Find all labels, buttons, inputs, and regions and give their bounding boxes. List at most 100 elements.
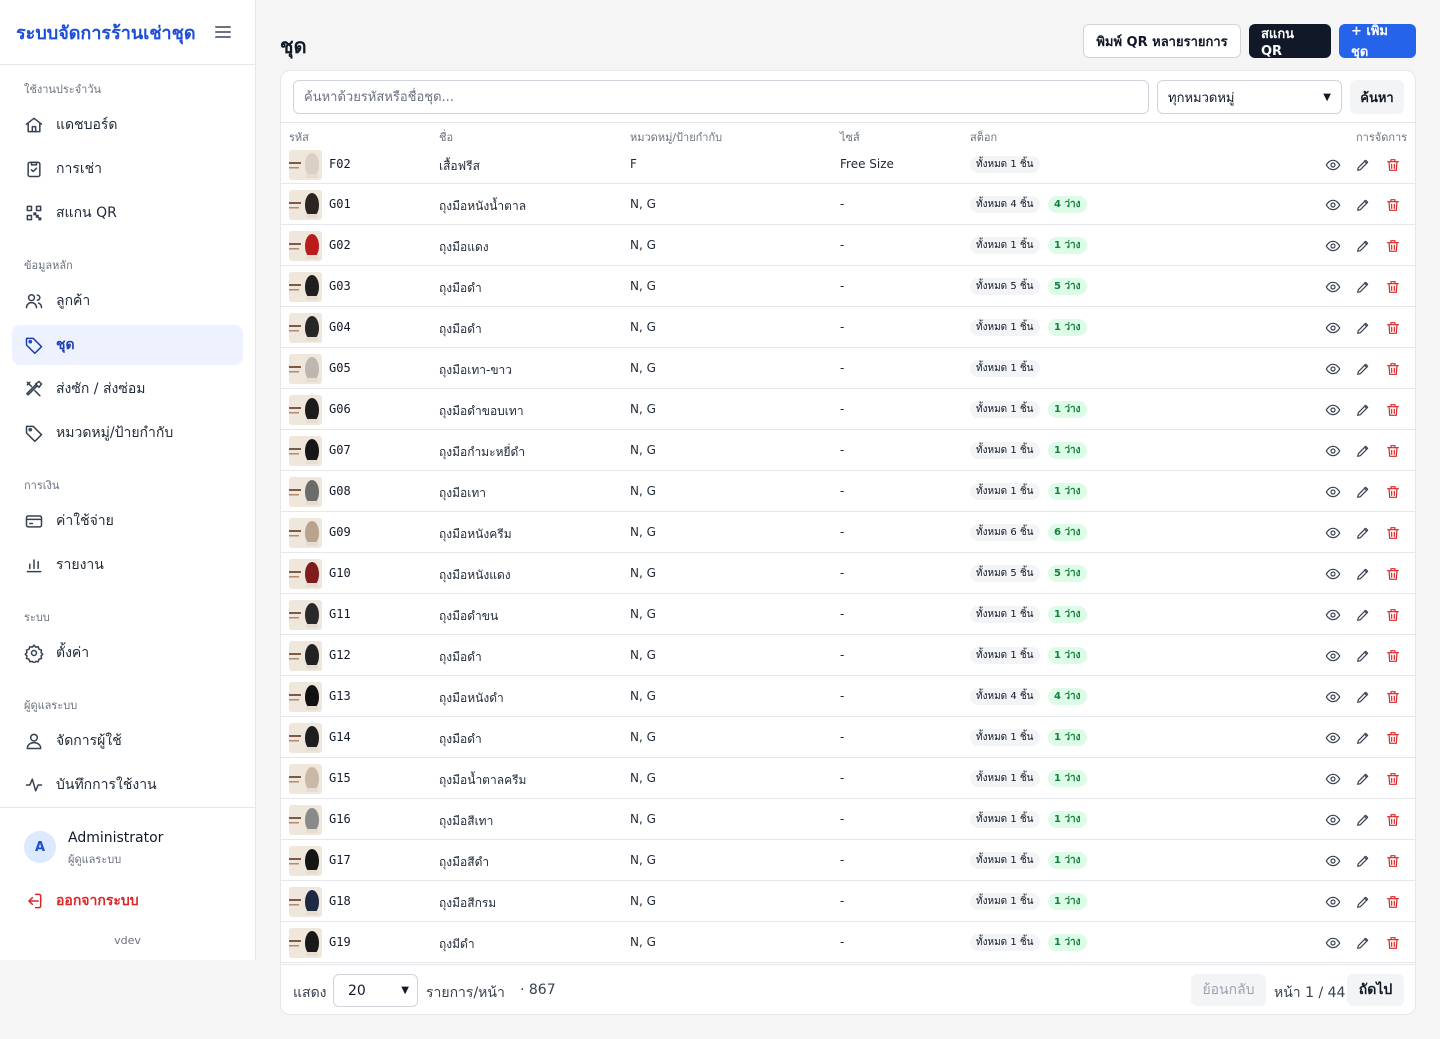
scan-qr-button[interactable]: สแกน QR (1249, 24, 1331, 59)
table-row[interactable]: G06 ถุงมือดำขอบเทา N, G - ทั้งหมด 1 ชิ้น 1 ว่… (281, 389, 1415, 430)
view-icon[interactable] (1325, 730, 1341, 746)
table-row[interactable]: G15 ถุงมือน้ำตาลครีม N, G - ทั้งหมด 1 ชิ้น 1 … (281, 758, 1415, 799)
delete-icon[interactable] (1385, 484, 1401, 500)
sidebar-item[interactable]: ชุด (12, 325, 243, 365)
add-outfit-button[interactable]: + เพิ่มชุด (1339, 24, 1416, 60)
page-size-select[interactable]: 20 ▼ (333, 974, 418, 1007)
search-button[interactable]: ค้นหา (1350, 80, 1404, 114)
delete-icon[interactable] (1385, 525, 1401, 541)
edit-icon[interactable] (1355, 689, 1371, 705)
table-row[interactable]: G13 ถุงมือหนังดำ N, G - ทั้งหมด 4 ชิ้น 4 ว่าง (281, 676, 1415, 717)
table-row[interactable]: G18 ถุงมือสีกรม N, G - ทั้งหมด 1 ชิ้น 1 ว่าง (281, 881, 1415, 922)
sidebar-item[interactable]: บันทึกการใช้งาน (12, 765, 243, 805)
view-icon[interactable] (1325, 238, 1341, 254)
delete-icon[interactable] (1385, 197, 1401, 213)
edit-icon[interactable] (1355, 443, 1371, 459)
sidebar-item[interactable]: จัดการผู้ใช้ (12, 721, 243, 761)
delete-icon[interactable] (1385, 361, 1401, 377)
edit-icon[interactable] (1355, 853, 1371, 869)
view-icon[interactable] (1325, 648, 1341, 664)
edit-icon[interactable] (1355, 525, 1371, 541)
edit-icon[interactable] (1355, 238, 1371, 254)
edit-icon[interactable] (1355, 648, 1371, 664)
edit-icon[interactable] (1355, 566, 1371, 582)
view-icon[interactable] (1325, 566, 1341, 582)
table-row[interactable]: G12 ถุงมือดำ N, G - ทั้งหมด 1 ชิ้น 1 ว่าง (281, 635, 1415, 676)
sidebar-item[interactable]: ลูกค้า (12, 281, 243, 321)
delete-icon[interactable] (1385, 157, 1401, 173)
sidebar-item[interactable]: สแกน QR (12, 193, 243, 233)
delete-icon[interactable] (1385, 402, 1401, 418)
edit-icon[interactable] (1355, 320, 1371, 336)
view-icon[interactable] (1325, 853, 1341, 869)
table-row[interactable]: G16 ถุงมือสีเทา N, G - ทั้งหมด 1 ชิ้น 1 ว่าง (281, 799, 1415, 840)
view-icon[interactable] (1325, 361, 1341, 377)
view-icon[interactable] (1325, 484, 1341, 500)
sidebar-item[interactable]: ค่าใช้จ่าย (12, 501, 243, 541)
delete-icon[interactable] (1385, 443, 1401, 459)
view-icon[interactable] (1325, 771, 1341, 787)
delete-icon[interactable] (1385, 935, 1401, 951)
table-row[interactable]: G08 ถุงมือเทา N, G - ทั้งหมด 1 ชิ้น 1 ว่าง (281, 471, 1415, 512)
view-icon[interactable] (1325, 935, 1341, 951)
delete-icon[interactable] (1385, 689, 1401, 705)
sidebar-item[interactable]: แดชบอร์ด (12, 105, 243, 145)
table-row[interactable]: G19 ถุงมีดำ N, G - ทั้งหมด 1 ชิ้น 1 ว่าง (281, 922, 1415, 963)
table-row[interactable]: G17 ถุงมือสีดำ N, G - ทั้งหมด 1 ชิ้น 1 ว่าง (281, 840, 1415, 881)
next-page-button[interactable]: ถัดไป (1347, 974, 1404, 1006)
sidebar-item[interactable]: ส่งซัก / ส่งซ่อม (12, 369, 243, 409)
view-icon[interactable] (1325, 812, 1341, 828)
table-row[interactable]: G07 ถุงมือกำมะหยี่ดำ N, G - ทั้งหมด 1 ชิ้น 1 … (281, 430, 1415, 471)
logout-button[interactable]: ออกจากระบบ (24, 890, 139, 912)
search-input[interactable] (293, 80, 1149, 114)
table-row[interactable]: G10 ถุงมือหนังแดง N, G - ทั้งหมด 5 ชิ้น 5 ว่า… (281, 553, 1415, 594)
edit-icon[interactable] (1355, 484, 1371, 500)
edit-icon[interactable] (1355, 730, 1371, 746)
edit-icon[interactable] (1355, 157, 1371, 173)
delete-icon[interactable] (1385, 648, 1401, 664)
edit-icon[interactable] (1355, 771, 1371, 787)
delete-icon[interactable] (1385, 238, 1401, 254)
delete-icon[interactable] (1385, 894, 1401, 910)
delete-icon[interactable] (1385, 566, 1401, 582)
edit-icon[interactable] (1355, 812, 1371, 828)
delete-icon[interactable] (1385, 771, 1401, 787)
previous-page-button[interactable]: ย้อนกลับ (1191, 974, 1266, 1006)
edit-icon[interactable] (1355, 894, 1371, 910)
delete-icon[interactable] (1385, 607, 1401, 623)
view-icon[interactable] (1325, 607, 1341, 623)
sidebar-item[interactable]: หมวดหมู่/ป้ายกำกับ (12, 413, 243, 453)
view-icon[interactable] (1325, 157, 1341, 173)
print-qr-button[interactable]: พิมพ์ QR หลายรายการ (1083, 24, 1241, 58)
view-icon[interactable] (1325, 525, 1341, 541)
delete-icon[interactable] (1385, 730, 1401, 746)
edit-icon[interactable] (1355, 607, 1371, 623)
sidebar-item[interactable]: ตั้งค่า (12, 633, 243, 673)
table-row[interactable]: G09 ถุงมือหนังครีม N, G - ทั้งหมด 6 ชิ้น 6 ว่… (281, 512, 1415, 553)
table-row[interactable]: G05 ถุงมือเทา-ขาว N, G - ทั้งหมด 1 ชิ้น (281, 348, 1415, 389)
table-row[interactable]: G11 ถุงมือดำขน N, G - ทั้งหมด 1 ชิ้น 1 ว่าง (281, 594, 1415, 635)
sidebar-item[interactable]: การเช่า (12, 149, 243, 189)
view-icon[interactable] (1325, 197, 1341, 213)
table-row[interactable]: F02 เสื้อฟรีส F Free Size ทั้งหมด 1 ชิ้น (281, 146, 1415, 184)
delete-icon[interactable] (1385, 812, 1401, 828)
edit-icon[interactable] (1355, 935, 1371, 951)
edit-icon[interactable] (1355, 197, 1371, 213)
edit-icon[interactable] (1355, 361, 1371, 377)
delete-icon[interactable] (1385, 279, 1401, 295)
view-icon[interactable] (1325, 279, 1341, 295)
table-row[interactable]: G02 ถุงมือแดง N, G - ทั้งหมด 1 ชิ้น 1 ว่าง (281, 225, 1415, 266)
menu-icon[interactable] (215, 26, 231, 38)
delete-icon[interactable] (1385, 853, 1401, 869)
table-row[interactable]: G03 ถุงมือดำ N, G - ทั้งหมด 5 ชิ้น 5 ว่าง (281, 266, 1415, 307)
table-row[interactable]: G14 ถุงมือดำ N, G - ทั้งหมด 1 ชิ้น 1 ว่าง (281, 717, 1415, 758)
edit-icon[interactable] (1355, 402, 1371, 418)
view-icon[interactable] (1325, 320, 1341, 336)
delete-icon[interactable] (1385, 320, 1401, 336)
category-select[interactable]: ทุกหมวดหมู่ ▼ (1157, 80, 1342, 114)
view-icon[interactable] (1325, 689, 1341, 705)
edit-icon[interactable] (1355, 279, 1371, 295)
view-icon[interactable] (1325, 443, 1341, 459)
view-icon[interactable] (1325, 894, 1341, 910)
table-row[interactable]: G01 ถุงมือหนังน้ำตาล N, G - ทั้งหมด 4 ชิ้น 4 … (281, 184, 1415, 225)
